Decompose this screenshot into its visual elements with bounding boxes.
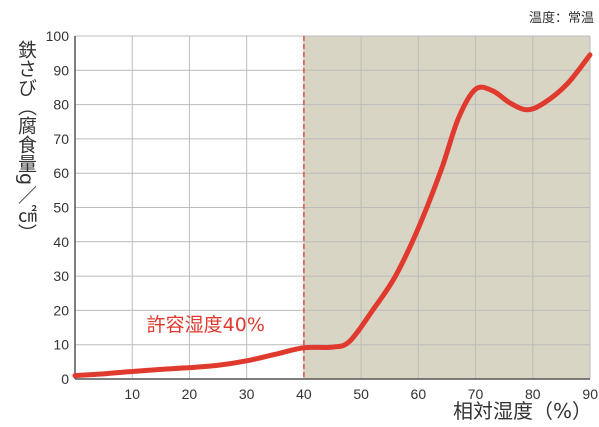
- y-tick-label: 70: [53, 131, 69, 147]
- x-tick-labels: 10 20 30 40 50 60 70 80 90: [124, 386, 598, 402]
- x-tick-label: 70: [468, 386, 484, 402]
- x-tick-label: 30: [239, 386, 255, 402]
- y-tick-label: 100: [46, 28, 70, 44]
- chart-note: 温度：常温: [529, 10, 594, 26]
- x-tick-label: 80: [525, 386, 541, 402]
- x-tick-label: 10: [124, 386, 140, 402]
- series-line: [72, 52, 593, 379]
- y-tick-label: 80: [53, 97, 69, 113]
- y-tick-label: 60: [53, 165, 69, 181]
- y-tick-label: 0: [61, 371, 69, 387]
- threshold-label: 許容湿度40%: [147, 314, 265, 336]
- x-tick-label: 40: [296, 386, 312, 402]
- x-tick-label: 20: [182, 386, 198, 402]
- y-tick-label: 50: [53, 200, 69, 216]
- x-tick-label: 90: [582, 386, 598, 402]
- y-axis-title: 鉄さび（腐食量g／㎠）: [15, 40, 37, 242]
- x-tick-label: 50: [353, 386, 369, 402]
- y-tick-label: 90: [53, 62, 69, 78]
- y-tick-labels: 0 10 20 30 40 50 60 70 80 90 100: [46, 28, 70, 387]
- y-tick-label: 10: [53, 337, 69, 353]
- x-axis-title: 相対湿度（%）: [453, 399, 592, 423]
- y-tick-label: 30: [53, 268, 69, 284]
- y-tick-label: 40: [53, 234, 69, 250]
- x-tick-label: 60: [411, 386, 427, 402]
- y-tick-label: 20: [53, 302, 69, 318]
